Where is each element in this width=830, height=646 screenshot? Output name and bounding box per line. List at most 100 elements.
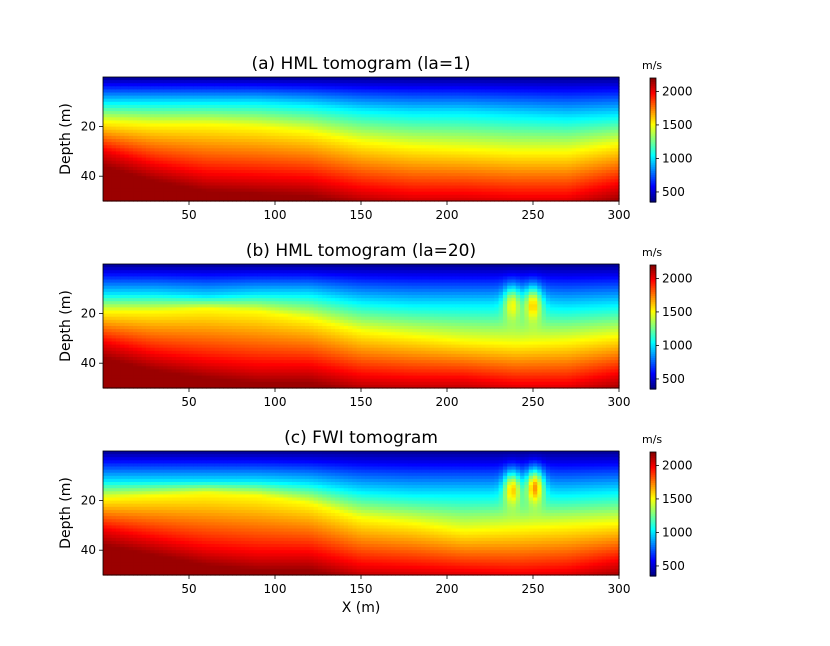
heatmap-cell — [270, 157, 276, 162]
heatmap-cell — [270, 83, 276, 87]
heatmap-cell — [348, 120, 353, 125]
heatmap-cell — [601, 132, 607, 137]
heatmap-cell — [545, 148, 551, 152]
heatmap-cell — [275, 197, 280, 202]
heatmap-cell — [154, 89, 160, 94]
heatmap-cell — [227, 145, 233, 149]
heatmap-cell — [524, 145, 530, 149]
colorbar-segment — [650, 92, 656, 96]
heatmap-cell — [614, 101, 620, 106]
heatmap-cell — [270, 179, 276, 183]
heatmap-cell — [429, 185, 435, 190]
heatmap-cell — [614, 157, 620, 162]
heatmap-cell — [227, 179, 233, 183]
heatmap-cell — [111, 151, 117, 156]
heatmap-cell — [158, 194, 164, 199]
heatmap-cell — [520, 139, 525, 143]
heatmap-cell — [498, 157, 504, 162]
heatmap-cell — [318, 77, 323, 81]
heatmap-cell — [515, 135, 521, 140]
heatmap-cell — [210, 101, 216, 106]
heatmap-cell — [322, 194, 328, 199]
heatmap-cell — [386, 117, 392, 121]
heatmap-cell — [137, 132, 143, 137]
heatmap-cell — [528, 77, 534, 81]
heatmap-cell — [558, 163, 564, 168]
heatmap-cell — [356, 120, 362, 125]
heatmap-cell — [339, 163, 345, 168]
heatmap-cell — [107, 264, 113, 268]
heatmap-cell — [434, 132, 439, 137]
colorbar-tick-label: 2000 — [662, 84, 693, 98]
heatmap-cell — [206, 126, 212, 131]
heatmap-cell — [511, 197, 517, 202]
heatmap-cell — [335, 80, 341, 84]
heatmap-cell — [382, 173, 388, 177]
heatmap-cell — [244, 151, 250, 156]
heatmap-cell — [318, 148, 323, 152]
heatmap-cell — [184, 145, 190, 149]
heatmap-cell — [279, 129, 285, 134]
heatmap-cell — [197, 89, 203, 94]
heatmap-cell — [330, 145, 336, 149]
heatmap-cell — [292, 80, 298, 84]
heatmap-cell — [429, 188, 435, 193]
heatmap-cell — [193, 89, 199, 94]
heatmap-cell — [494, 166, 500, 171]
heatmap-cell — [459, 92, 465, 97]
heatmap-cell — [520, 157, 525, 162]
colorbar-segment — [650, 144, 656, 147]
heatmap-cell — [365, 104, 371, 109]
heatmap-cell — [567, 132, 573, 137]
heatmap-cell — [223, 142, 229, 146]
heatmap-cell — [150, 139, 156, 143]
heatmap-cell — [352, 170, 358, 174]
heatmap-cell — [180, 148, 186, 152]
heatmap-cell — [103, 188, 108, 193]
heatmap-cell — [576, 98, 581, 103]
heatmap-cell — [128, 132, 134, 137]
heatmap-cell — [115, 114, 121, 118]
heatmap-cell — [103, 80, 108, 84]
heatmap-cell — [567, 160, 573, 165]
heatmap-cell — [361, 139, 366, 143]
heatmap-cell — [206, 104, 212, 109]
heatmap-cell — [507, 176, 513, 180]
heatmap-cell — [262, 77, 267, 81]
heatmap-cell — [550, 129, 556, 134]
heatmap-cell — [438, 101, 444, 106]
heatmap-cell — [309, 98, 315, 103]
heatmap-cell — [232, 104, 237, 109]
heatmap-cell — [412, 179, 418, 183]
heatmap-cell — [318, 126, 323, 131]
y-tick-label: 40 — [81, 169, 96, 183]
heatmap-cell — [391, 142, 396, 146]
heatmap-cell — [107, 298, 113, 302]
heatmap-cell — [459, 145, 465, 149]
heatmap-cell — [296, 160, 302, 165]
heatmap-cell — [232, 123, 237, 128]
heatmap-cell — [429, 145, 435, 149]
heatmap-cell — [270, 188, 276, 193]
heatmap-cell — [498, 83, 504, 87]
heatmap-cell — [262, 111, 267, 115]
heatmap-cell — [107, 188, 113, 193]
heatmap-cell — [249, 163, 255, 168]
heatmap-cell — [348, 170, 353, 174]
heatmap-cell — [111, 132, 117, 137]
heatmap-cell — [477, 145, 482, 149]
heatmap-cell — [361, 170, 366, 174]
heatmap-cell — [369, 179, 375, 183]
heatmap-cell — [481, 188, 487, 193]
heatmap-cell — [115, 104, 121, 109]
heatmap-cell — [494, 182, 500, 187]
heatmap-cell — [305, 142, 310, 146]
heatmap-cell — [244, 80, 250, 84]
heatmap-cell — [554, 191, 560, 196]
heatmap-cell — [481, 108, 487, 112]
heatmap-cell — [128, 179, 134, 183]
heatmap-cell — [502, 117, 508, 121]
heatmap-cell — [103, 194, 108, 199]
heatmap-cell — [150, 182, 156, 187]
heatmap-cell — [141, 117, 147, 121]
